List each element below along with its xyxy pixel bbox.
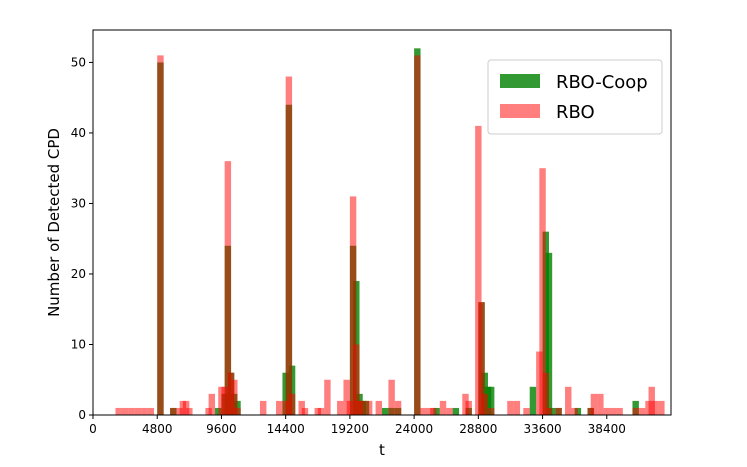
bar-rbo-coop-21 [452, 407, 460, 415]
y-axis-label: Number of Detected CPD [45, 128, 63, 317]
bar-rbo-65 [597, 393, 604, 415]
bar-rbo-5 [147, 407, 155, 415]
bar-rbo-74 [658, 400, 665, 415]
x-tick-label-7: 33600 [523, 422, 561, 436]
bar-rbo-30 [337, 400, 344, 415]
y-tick-label-4: 40 [71, 126, 86, 140]
plot-frame [92, 29, 672, 416]
bar-rbo-37 [365, 400, 373, 415]
bar-rbo-21 [276, 400, 283, 415]
bar-rbo-coop-29 [545, 252, 553, 415]
bar-rbo-41 [414, 55, 421, 416]
legend-label-rbo: RBO [556, 102, 595, 123]
bar-rbo-3 [134, 407, 142, 415]
legend-label-rbo-coop: RBO-Coop [556, 72, 648, 93]
bar-rbo-36 [359, 400, 366, 415]
bar-rbo-52 [487, 407, 495, 415]
bar-rbo-45 [439, 400, 447, 415]
bar-rbo-40 [394, 400, 402, 415]
bar-rbo-46 [446, 407, 453, 415]
bar-rbo-33 [349, 196, 357, 415]
bar-rbo-44 [430, 407, 437, 415]
bar-rbo-29 [324, 379, 331, 415]
bar-rbo-50 [478, 302, 485, 415]
bar-rbo-67 [609, 407, 617, 415]
x-tick-label-3: 14400 [267, 422, 305, 436]
bar-rbo-60 [555, 407, 562, 415]
bar-rbo-49 [475, 125, 482, 416]
bar-rbo-61 [565, 386, 572, 415]
x-tick-label-2: 9600 [206, 422, 237, 436]
bar-rbo-4 [141, 407, 148, 415]
x-tick-label-5: 24000 [395, 422, 433, 436]
x-tick-label-0: 0 [89, 422, 97, 436]
bar-rbo-0 [115, 407, 122, 415]
bar-rbo-19 [234, 407, 241, 415]
bar-rbo-38 [375, 400, 382, 415]
bar-rbo-31 [343, 379, 350, 415]
bar-rbo-7 [170, 407, 177, 415]
bar-rbo-6 [157, 55, 164, 416]
bar-rbo-39 [388, 379, 395, 415]
x-tick-label-6: 28800 [459, 422, 497, 436]
bar-rbo-13 [208, 393, 216, 415]
bar-rbo-59 [545, 407, 553, 415]
bar-rbo-9 [179, 400, 187, 415]
bar-rbo-70 [638, 407, 646, 415]
bar-rbo-11 [186, 407, 193, 415]
x-axis: 0 4800 9600 14400 19200 24000 28800 33600 38400 [89, 415, 626, 436]
bar-rbo-coop-27 [529, 386, 537, 415]
bar-rbo-68 [616, 407, 623, 415]
bar-rbo-73 [651, 400, 659, 415]
bar-rbo-51 [481, 393, 488, 415]
bar-rbo-2 [128, 407, 135, 415]
x-tick-label-8: 38400 [588, 422, 626, 436]
bar-rbo-53 [507, 400, 514, 415]
x-tick-label-1: 4800 [142, 422, 173, 436]
x-tick-label-4: 19200 [331, 422, 369, 436]
bar-rbo-coop-26 [487, 386, 495, 415]
bar-rbo-20 [259, 400, 267, 415]
bar-rbo-64 [590, 393, 598, 415]
bar-rbo-24 [288, 393, 296, 415]
legend: RBO-Coop RBO [487, 59, 663, 135]
bar-rbo-32 [346, 400, 354, 415]
bar-rbo-34 [353, 344, 360, 415]
y-axis: 0 10 20 30 40 50 [71, 55, 93, 422]
y-tick-label-3: 30 [71, 196, 86, 210]
legend-swatch-rbo [500, 104, 540, 118]
bar-rbo-16 [224, 161, 232, 415]
x-axis-label: t [379, 441, 385, 459]
bar-rbo-57 [539, 168, 546, 415]
series-rbo-bars [115, 55, 665, 416]
bar-rbo-26 [301, 407, 309, 415]
bar-rbo-18 [231, 379, 238, 415]
y-tick-label-1: 10 [71, 337, 86, 351]
bar-rbo-42 [420, 407, 427, 415]
bar-rbo-58 [542, 372, 549, 415]
bar-rbo-coop-16 [382, 407, 389, 415]
bar-rbo-54 [513, 400, 521, 415]
bar-rbo-55 [523, 407, 530, 415]
y-tick-label-2: 20 [71, 267, 86, 281]
bar-rbo-66 [603, 407, 610, 415]
bar-rbo-28 [317, 407, 325, 415]
bar-rbo-69 [632, 407, 639, 415]
bar-rbo-1 [121, 407, 129, 415]
legend-swatch-rbo-coop [500, 74, 540, 88]
bar-rbo-48 [465, 400, 472, 415]
y-tick-label-5: 50 [71, 55, 86, 69]
bar-rbo-62 [571, 407, 578, 415]
y-tick-label-0: 0 [78, 408, 86, 422]
bar-rbo-23 [285, 76, 293, 416]
